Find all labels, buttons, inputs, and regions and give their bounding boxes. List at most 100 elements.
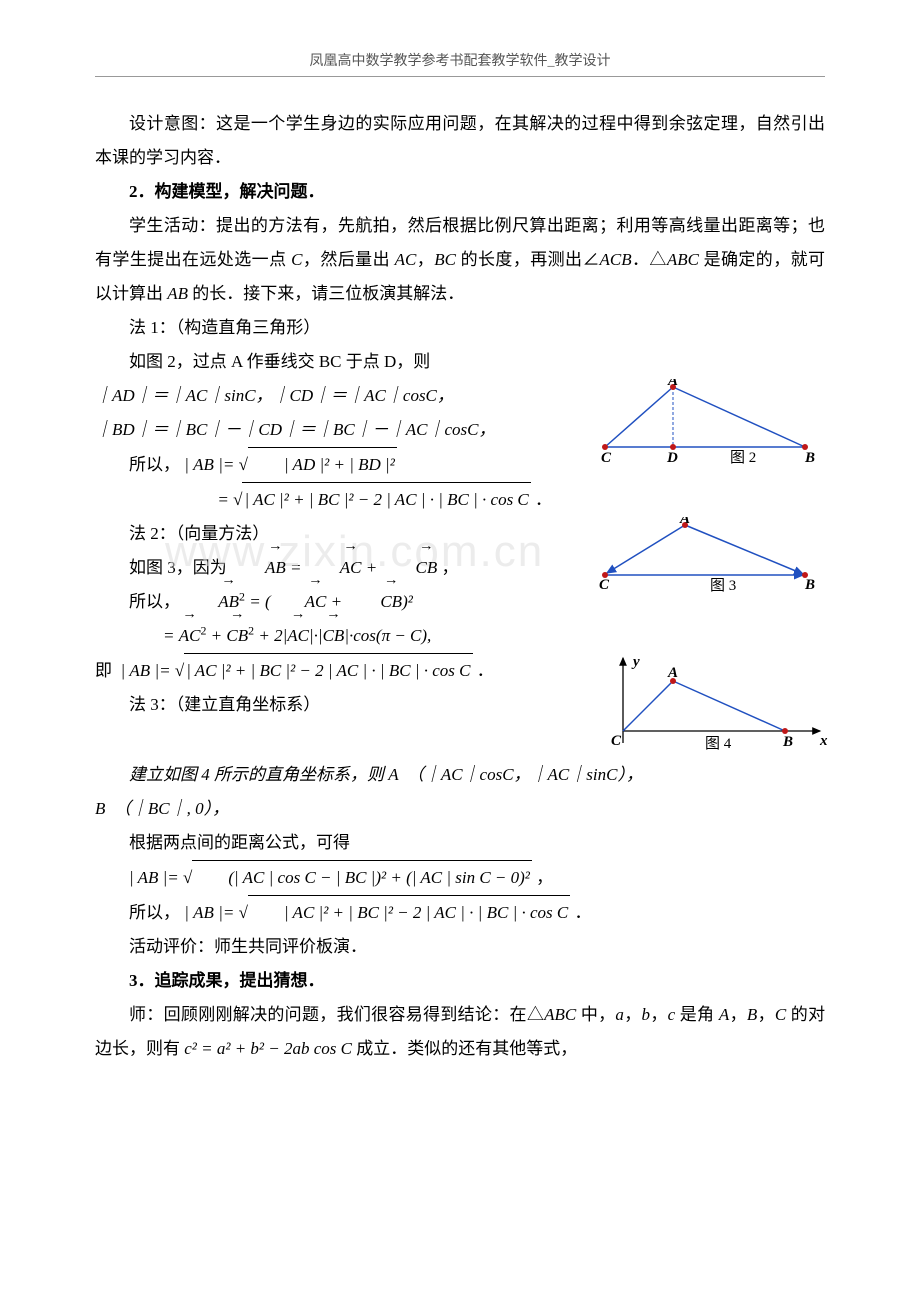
arrow-icon: → xyxy=(381,543,437,550)
eq: ｜AD｜＝｜AC｜sinC，｜CD｜＝｜AC｜cosC， xyxy=(95,386,454,405)
formula-line1: ｜AD｜＝｜AC｜sinC，｜CD｜＝｜AC｜cosC， xyxy=(95,379,595,413)
sqrt-icon: √ xyxy=(183,868,192,887)
sqrt-icon: √ xyxy=(239,903,248,922)
text: ， xyxy=(441,558,458,577)
svg-text:y: y xyxy=(631,654,640,670)
eq-lhs: | AB |= xyxy=(184,455,234,474)
vec-ac: →AC xyxy=(287,619,309,653)
svg-text:B: B xyxy=(804,450,815,464)
text: 中， xyxy=(576,1005,615,1024)
svg-text:D: D xyxy=(666,450,678,464)
method1-block: ｜AD｜＝｜AC｜sinC，｜CD｜＝｜AC｜cosC， ｜BD｜＝｜BC｜－｜… xyxy=(95,379,825,517)
section3-body: 师：回顾刚刚解决的问题，我们很容易得到结论：在△ABC 中，a，b，c 是角 A… xyxy=(95,998,825,1066)
var-ac: AC xyxy=(395,250,417,269)
var: a xyxy=(615,1005,624,1024)
eq: = xyxy=(290,558,306,577)
svg-text:图 4: 图 4 xyxy=(705,735,732,752)
eq: + xyxy=(206,626,226,645)
text: ， xyxy=(416,250,434,269)
text: 的长．接下来，请三位板演其解法． xyxy=(188,284,464,303)
figure-2: A C D B 图 2 xyxy=(595,379,825,469)
text: 所以， xyxy=(129,455,180,474)
page-header: 凤凰高中数学教学参考书配套教学软件_教学设计 xyxy=(95,50,825,70)
eq: = xyxy=(163,626,179,645)
text: ， xyxy=(757,1005,775,1024)
student-activity: 学生活动：提出的方法有，先航拍，然后根据比例尺算出距离；利用等高线量出距离等；也… xyxy=(95,209,825,311)
text: 是角 xyxy=(675,1005,719,1024)
section-3-title: 3．追踪成果，提出猜想． xyxy=(95,964,825,998)
method3-f1: | AB |= √(| AC | cos C − | BC |)² + (| A… xyxy=(95,860,825,895)
arrow-icon: → xyxy=(346,577,402,584)
text: 建立如图 4 所示的直角坐标系，则 A （｜AC｜cosC，｜AC｜sinC）， xyxy=(129,765,643,784)
text: 所以， xyxy=(129,592,180,611)
text: ． xyxy=(570,903,591,922)
method2-result-row: 即 | AB |= √| AC |² + | BC |² − 2 | AC | … xyxy=(95,653,825,758)
radicand: | AC |² + | BC |² − 2 | AC | · | BC | · … xyxy=(248,895,570,930)
vec-cb: →CB xyxy=(323,619,345,653)
svg-text:图 3: 图 3 xyxy=(710,577,736,592)
eq: = ( xyxy=(249,592,270,611)
text: 成立．类似的还有其他等式， xyxy=(352,1039,577,1058)
var: A xyxy=(719,1005,729,1024)
vec-cb: →CB xyxy=(226,619,248,653)
svg-text:B: B xyxy=(804,577,815,592)
var-abc: ABC xyxy=(667,250,699,269)
section-2-title: 2．构建模型，解决问题． xyxy=(95,175,825,209)
text: ，然后量出 xyxy=(303,250,395,269)
eq-lhs: | AB |= xyxy=(121,661,171,680)
eq-lhs: | AB |= xyxy=(184,903,234,922)
formula-line4: = √| AC |² + | BC |² − 2 | AC | · | BC |… xyxy=(95,482,595,517)
text: ． xyxy=(473,661,494,680)
text: 如图 3，因为 xyxy=(129,558,231,577)
sqrt-icon: √ xyxy=(233,490,242,509)
design-intent: 设计意图：这是一个学生身边的实际应用问题，在其解决的过程中得到余弦定理，自然引出… xyxy=(95,107,825,175)
text: 师：回顾刚刚解决的问题，我们很容易得到结论：在△ xyxy=(129,1005,544,1024)
figure-4-svg: y x A C B 图 4 xyxy=(595,653,830,753)
text: ． xyxy=(531,490,552,509)
svg-text:B: B xyxy=(782,734,793,750)
text: 如图 2，过点 A 作垂线交 BC 于点 D，则 xyxy=(129,352,430,371)
radicand: | AC |² + | BC |² − 2 | AC | · | BC | · … xyxy=(184,653,472,688)
method2-text: 法 2：（向量方法） 如图 3，因为 →AB = →AC + →CB ， 所以，… xyxy=(95,517,595,653)
figure-3: A C B 图 3 xyxy=(595,517,825,597)
formula-line3: 所以， | AB |= √| AD |² + | BD |² xyxy=(95,447,595,482)
method3-line1: 建立如图 4 所示的直角坐标系，则 A （｜AC｜cosC，｜AC｜sinC）， xyxy=(95,758,825,792)
svg-text:图 2: 图 2 xyxy=(730,449,756,464)
method3-f2: 所以， | AB |= √| AC |² + | BC |² − 2 | AC … xyxy=(95,895,825,930)
radicand: | AC |² + | BC |² − 2 | AC | · | BC | · … xyxy=(242,482,530,517)
arrow-icon: → xyxy=(231,543,286,550)
arrow-icon: → xyxy=(287,611,309,618)
header-rule xyxy=(95,76,825,77)
method3-line3: 根据两点间的距离公式，可得 xyxy=(95,826,825,860)
var-ab: AB xyxy=(167,284,188,303)
text: B （｜BC｜, 0）， xyxy=(95,799,229,818)
eq: = xyxy=(217,490,233,509)
var-bc: BC xyxy=(434,250,456,269)
figure-4: y x A C B 图 4 xyxy=(595,653,825,758)
vec-cb: →CB xyxy=(346,585,402,619)
svg-text:C: C xyxy=(601,450,612,464)
method2-line: 如图 3，因为 →AB = →AC + →CB ， xyxy=(95,551,595,585)
svg-text:x: x xyxy=(819,733,828,749)
sqrt-icon: √ xyxy=(175,661,184,680)
text: ， xyxy=(532,868,553,887)
method2-result-text: 即 | AB |= √| AC |² + | BC |² − 2 | AC | … xyxy=(95,653,595,722)
svg-text:C: C xyxy=(611,733,622,749)
method1-text: ｜AD｜＝｜AC｜sinC，｜CD｜＝｜AC｜cosC， ｜BD｜＝｜BC｜－｜… xyxy=(95,379,595,517)
text: ．△ xyxy=(632,250,667,269)
text: 的长度，再测出∠ xyxy=(456,250,600,269)
formula: c² = a² + b² − 2ab cos C xyxy=(184,1039,352,1058)
sup: 2 xyxy=(239,589,245,603)
method2-sq: 所以， →AB2 = (→AC + →CB)² xyxy=(95,585,595,619)
method2-wrapper: www.zixin.com.cn 法 2：（向量方法） 如图 3，因为 →AB … xyxy=(95,517,825,653)
eq: |·| xyxy=(309,626,323,645)
activity-eval: 活动评价：师生共同评价板演． xyxy=(95,930,825,964)
text: 所以， xyxy=(129,903,180,922)
var: B xyxy=(747,1005,757,1024)
var-acb: ACB xyxy=(599,250,631,269)
var: C xyxy=(775,1005,786,1024)
method3-title: 法 3：（建立直角坐标系） xyxy=(95,688,595,722)
svg-text:C: C xyxy=(599,577,610,592)
arrow-icon: → xyxy=(323,611,345,618)
radicand: (| AC | cos C − | BC |)² + (| AC | sin C… xyxy=(192,860,532,895)
